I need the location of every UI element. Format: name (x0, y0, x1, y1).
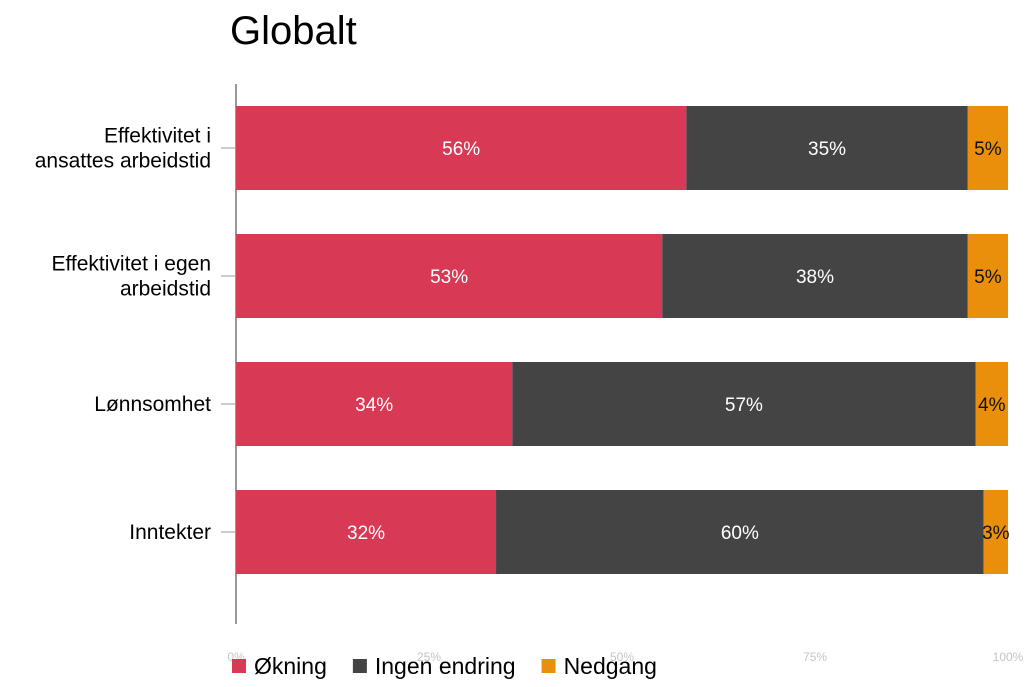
data-label: 34% (355, 395, 393, 416)
legend-swatch (541, 659, 556, 673)
data-label: 57% (725, 395, 763, 416)
x-tick-label: 50% (610, 650, 634, 664)
bars: 56% 35% 5% 53% 38% 5% 34% 57% 4% 32% 60% 3% (236, 106, 1010, 574)
data-label: 32% (347, 523, 385, 544)
bar-segment (967, 106, 1008, 190)
bar-segment (236, 362, 513, 446)
category-label: Effektivitet i (104, 125, 211, 148)
x-tick-label: 75% (803, 650, 827, 664)
legend: Økning Ingen endring Nedgang (232, 653, 657, 679)
bar-segment (236, 106, 687, 190)
legend-label: Ingen endring (375, 653, 516, 679)
bar-segment (975, 362, 1008, 446)
data-label: 5% (974, 267, 1002, 288)
x-tick-label: 25% (417, 650, 441, 664)
bar-segment (686, 106, 968, 190)
legend-swatch (352, 659, 367, 673)
bar-segment (236, 234, 663, 318)
bar-segment (662, 234, 968, 318)
data-label: 4% (978, 395, 1006, 416)
data-label: 38% (796, 267, 834, 288)
data-label: 35% (808, 139, 846, 160)
data-label: 53% (430, 267, 468, 288)
category-label: arbeidstid (120, 278, 211, 301)
bar-segment (967, 234, 1008, 318)
category-label: ansattes arbeidstid (35, 150, 211, 173)
legend-swatch (232, 659, 246, 673)
category-label: Inntekter (129, 521, 211, 544)
x-tick-label: 100% (993, 650, 1024, 664)
legend-label: Nedgang (564, 653, 657, 679)
data-label: 56% (442, 139, 480, 160)
bar-segment (983, 490, 1008, 574)
data-label: 3% (982, 523, 1010, 544)
bar-segment (496, 490, 984, 574)
bar-segment (512, 362, 976, 446)
legend-label: Økning (254, 653, 327, 679)
category-label: Effektivitet i egen (51, 253, 211, 276)
data-label: 5% (974, 139, 1002, 160)
x-axis-ticks: 0% 25% 50% 75% 100% (227, 650, 1023, 664)
data-label: 60% (721, 523, 759, 544)
bar-segment (236, 490, 497, 574)
chart-title: Globalt (230, 9, 357, 53)
category-label: Lønnsomhet (94, 393, 211, 416)
